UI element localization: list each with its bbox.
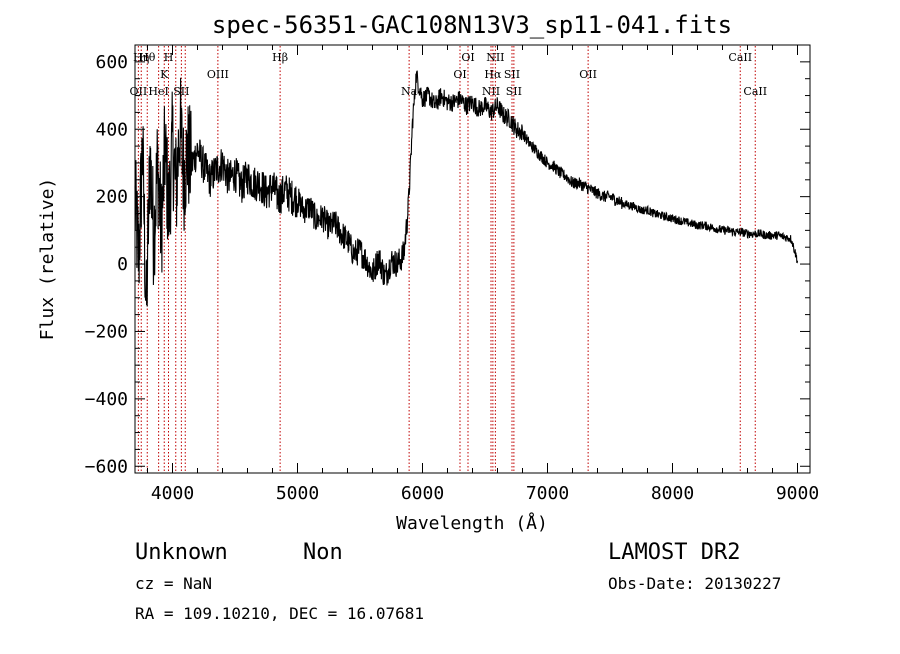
- subclass-text: Non: [303, 540, 343, 565]
- x-tick-label: 8000: [651, 483, 694, 504]
- y-tick-label: 200: [95, 187, 128, 208]
- line-label-15: Hα: [484, 68, 502, 81]
- y-tick-label: −200: [85, 321, 128, 342]
- classification-text: Unknown: [135, 540, 228, 565]
- line-label-4: K: [160, 68, 169, 81]
- obs-date-text: Obs-Date: 20130227: [608, 574, 781, 593]
- y-tick-label: 600: [95, 52, 128, 73]
- x-tick-label: 4000: [151, 483, 194, 504]
- x-axis-ticks: 4000 5000 6000 7000 8000 9000: [147, 45, 819, 504]
- line-label-1: Hη: [133, 51, 149, 64]
- line-label-7: SII: [173, 85, 189, 98]
- line-label-18: SII: [506, 85, 522, 98]
- line-label-0: OII: [130, 85, 148, 98]
- y-axis-ticks: −600 −400 −200 0 200 400 600: [85, 52, 810, 477]
- x-tick-label: 5000: [276, 483, 319, 504]
- line-label-19: OII: [579, 68, 597, 81]
- x-tick-label: 9000: [776, 483, 819, 504]
- line-label-2: Hθ: [139, 51, 156, 64]
- line-label-16: NII: [486, 51, 504, 64]
- line-label-9: OIII: [207, 68, 229, 81]
- line-label-12: OI: [453, 68, 466, 81]
- line-label-3: HeI: [148, 85, 168, 98]
- y-tick-label: 400: [95, 119, 128, 140]
- coordinates-text: RA = 109.10210, DEC = 16.07681: [135, 604, 424, 623]
- line-label-17: SII: [504, 68, 520, 81]
- line-label-5: H: [164, 51, 174, 64]
- chart-title: spec-56351-GAC108N13V3_sp11-041.fits: [212, 11, 732, 39]
- redshift-text: cz = NaN: [135, 574, 212, 593]
- x-tick-label: 7000: [526, 483, 569, 504]
- line-label-20: CaII: [728, 51, 752, 64]
- survey-text: LAMOST DR2: [608, 540, 740, 565]
- spectrum-series: [134, 70, 799, 307]
- plot-frame: [134, 44, 811, 474]
- y-tick-label: −600: [85, 456, 128, 477]
- y-tick-label: −400: [85, 389, 128, 410]
- spectral-line-labels: OIIHηHθHeIKHSIIOIIIHβNaOIOINIIHαNIISIISI…: [130, 51, 768, 98]
- line-label-14: NII: [482, 85, 500, 98]
- y-axis-label: Flux (relative): [37, 178, 58, 341]
- x-axis-label: Wavelength (Å): [396, 512, 548, 534]
- spectrum-line: [134, 70, 799, 307]
- spectral-line-markers: [137, 46, 756, 472]
- line-label-21: CaII: [743, 85, 767, 98]
- line-label-13: OI: [461, 51, 474, 64]
- y-tick-label: 0: [117, 254, 128, 275]
- line-label-11: Na: [401, 85, 418, 98]
- x-tick-label: 6000: [401, 483, 444, 504]
- line-label-10: Hβ: [272, 51, 288, 64]
